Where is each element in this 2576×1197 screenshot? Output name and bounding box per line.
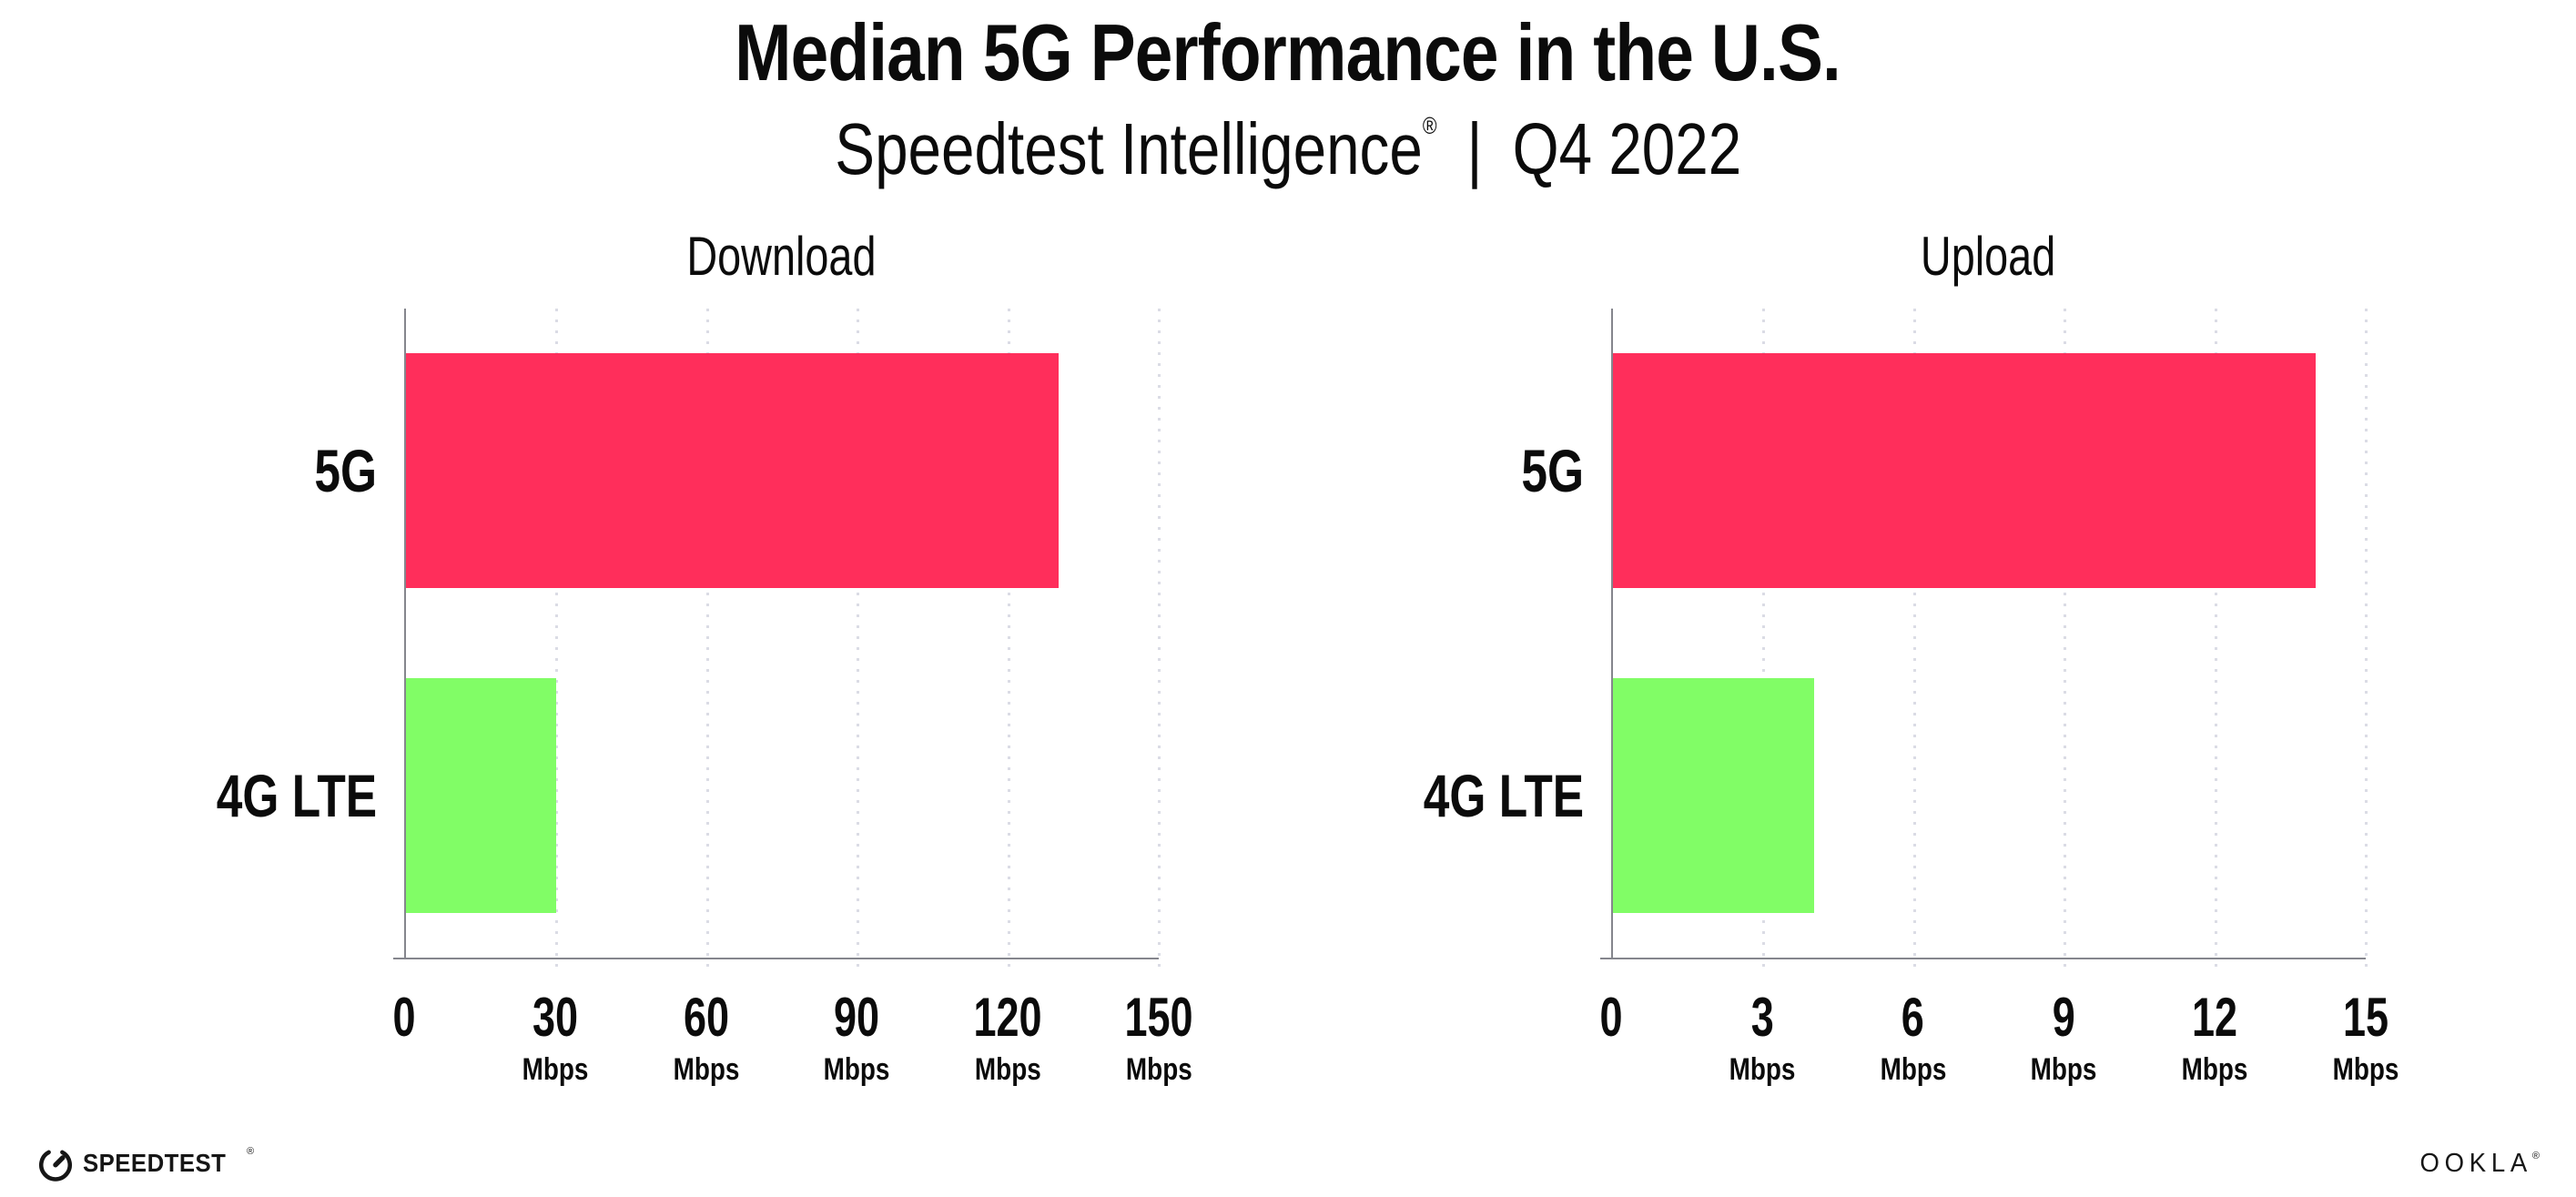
gridline — [2214, 309, 2217, 969]
upload-chart: Upload 5G 4G LTE 0 3 Mbps 6 Mb — [1398, 226, 2399, 1098]
x-axis-tick: 6 Mbps — [1880, 987, 1946, 1087]
speedtest-logo-text: SPEEDTEST — [83, 1149, 227, 1177]
page-title: Median 5G Performance in the U.S. — [735, 7, 1842, 97]
registered-mark: ® — [246, 1146, 255, 1157]
ookla-logo: OOKLA ® — [2414, 1149, 2540, 1179]
category-label-4g-lte: 4G LTE — [1423, 761, 1584, 829]
upload-x-axis: 0 3 Mbps 6 Mbps 9 Mbps 12 Mbps 15 Mbps — [1599, 987, 2399, 1098]
bar-row — [1613, 309, 2366, 634]
x-axis-tick: 30 Mbps — [522, 987, 589, 1087]
registered-mark: ® — [1422, 112, 1437, 139]
ookla-logo-text: OOKLA — [2419, 1148, 2532, 1178]
download-bar-4g-lte — [406, 677, 557, 913]
speedtest-gauge-icon — [39, 1150, 72, 1182]
category-label-4g-lte: 4G LTE — [216, 761, 377, 829]
y-axis-labels: 5G 4G LTE — [1398, 309, 1611, 958]
x-axis-line — [1600, 958, 2366, 959]
download-plot-area — [393, 309, 1161, 969]
upload-plot-area — [1600, 309, 2368, 969]
download-x-axis: 0 30 Mbps 60 Mbps 90 Mbps 120 Mbps 150 M… — [392, 987, 1192, 1098]
gridline — [2365, 309, 2368, 969]
x-axis-tick: 120 Mbps — [973, 987, 1042, 1087]
gridline — [1912, 309, 1916, 969]
page-subtitle: Speedtest Intelligence® | Q4 2022 — [0, 113, 2576, 186]
header: Median 5G Performance in the U.S. Speedt… — [0, 0, 2576, 186]
bar-row — [1613, 634, 2366, 959]
bar-row — [406, 634, 1159, 959]
x-axis-tick: 9 Mbps — [2030, 987, 2097, 1087]
x-axis-tick: 0 — [1599, 987, 1623, 1048]
x-axis-tick: 60 Mbps — [673, 987, 739, 1087]
download-bar-5g — [406, 353, 1059, 589]
download-chart: Download 5G 4G LTE 0 30 Mbps 60 — [191, 226, 1193, 1098]
subtitle-period: Q4 2022 — [1512, 108, 1741, 189]
upload-bar-4g-lte — [1613, 677, 1814, 913]
upload-bar-5g — [1613, 353, 2316, 589]
speedtest-logo: SPEEDTEST ® — [36, 1144, 254, 1182]
charts-row: Download 5G 4G LTE 0 30 Mbps 60 — [0, 228, 2576, 1098]
gridline — [555, 309, 559, 969]
subtitle-brand: Speedtest Intelligence — [835, 108, 1423, 189]
x-axis-tick: 150 Mbps — [1124, 987, 1193, 1087]
x-axis-tick: 15 Mbps — [2332, 987, 2399, 1087]
gridline — [1158, 309, 1161, 969]
y-axis-labels: 5G 4G LTE — [191, 309, 404, 958]
x-axis-tick: 0 — [392, 987, 416, 1048]
gridline — [1007, 309, 1010, 969]
category-label-5g: 5G — [1521, 437, 1584, 505]
gridline — [857, 309, 860, 969]
gridline — [2064, 309, 2067, 969]
upload-chart-title: Upload — [1921, 226, 2056, 287]
footer: SPEEDTEST ® OOKLA ® — [36, 1144, 2540, 1182]
gridline — [705, 309, 709, 969]
category-label-5g: 5G — [314, 437, 377, 505]
bar-row — [406, 309, 1159, 634]
registered-mark: ® — [2531, 1150, 2540, 1161]
x-axis-tick: 3 Mbps — [1729, 987, 1796, 1087]
subtitle-separator: | — [1466, 108, 1483, 189]
gridline — [1762, 309, 1766, 969]
x-axis-tick: 90 Mbps — [823, 987, 890, 1087]
download-chart-title: Download — [686, 226, 877, 287]
x-axis-line — [393, 958, 1159, 959]
x-axis-tick: 12 Mbps — [2181, 987, 2248, 1087]
